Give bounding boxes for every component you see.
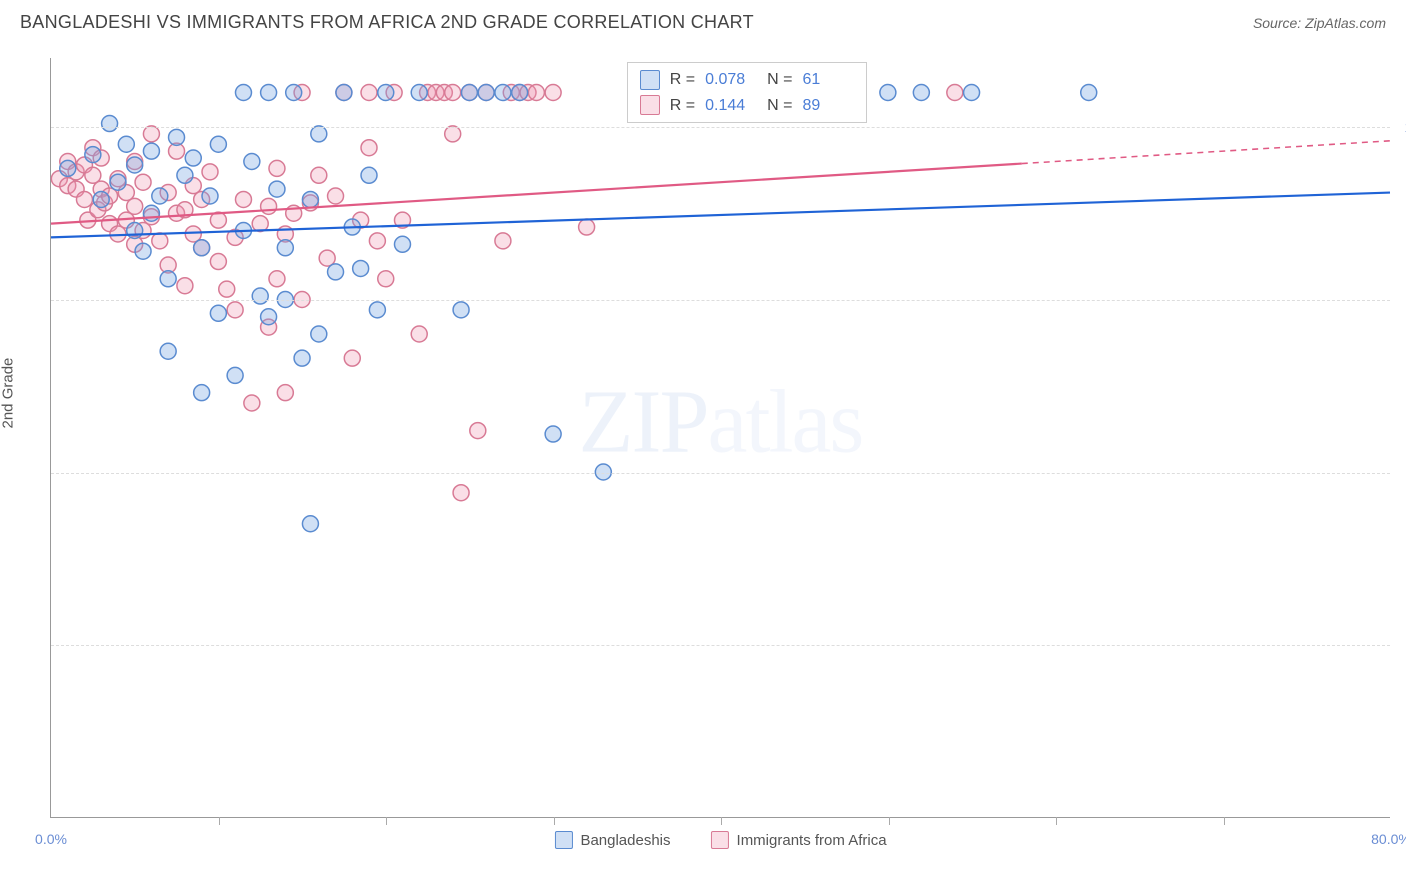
- correlation-stats-box: R = 0.078 N = 61 R = 0.144 N = 89: [627, 62, 868, 123]
- x-tick-label: 80.0%: [1371, 831, 1406, 847]
- n-label: N =: [767, 67, 792, 93]
- r-value-series2: 0.144: [705, 93, 757, 119]
- x-tick: [386, 817, 387, 825]
- r-label: R =: [670, 93, 695, 119]
- x-tick: [219, 817, 220, 825]
- swatch-series1-icon: [554, 831, 572, 849]
- x-tick: [1056, 817, 1057, 825]
- legend-bottom: Bangladeshis Immigrants from Africa: [554, 831, 886, 849]
- swatch-series2-icon: [711, 831, 729, 849]
- gridline: [51, 300, 1390, 301]
- gridline: [51, 127, 1390, 128]
- x-tick-label: 0.0%: [35, 831, 67, 847]
- r-label: R =: [670, 67, 695, 93]
- swatch-series1-icon: [640, 70, 660, 90]
- stats-row-series1: R = 0.078 N = 61: [640, 67, 855, 93]
- x-tick: [889, 817, 890, 825]
- chart-plot-area: ZIPatlas R = 0.078 N = 61 R = 0.144 N = …: [50, 58, 1390, 818]
- swatch-series2-icon: [640, 95, 660, 115]
- legend-item-series2: Immigrants from Africa: [711, 831, 887, 849]
- r-value-series1: 0.078: [705, 67, 757, 93]
- source-label: Source: ZipAtlas.com: [1253, 15, 1386, 31]
- x-tick: [1224, 817, 1225, 825]
- scatter-plot-svg: [51, 58, 1390, 817]
- stats-row-series2: R = 0.144 N = 89: [640, 93, 855, 119]
- x-tick: [721, 817, 722, 825]
- gridline: [51, 645, 1390, 646]
- chart-title: BANGLADESHI VS IMMIGRANTS FROM AFRICA 2N…: [20, 12, 754, 33]
- n-label: N =: [767, 93, 792, 119]
- gridline: [51, 473, 1390, 474]
- legend-label: Bangladeshis: [580, 832, 670, 849]
- n-value-series2: 89: [802, 93, 854, 119]
- legend-label: Immigrants from Africa: [737, 832, 887, 849]
- x-tick: [554, 817, 555, 825]
- y-axis-label: 2nd Grade: [0, 358, 17, 429]
- n-value-series1: 61: [802, 67, 854, 93]
- legend-item-series1: Bangladeshis: [554, 831, 670, 849]
